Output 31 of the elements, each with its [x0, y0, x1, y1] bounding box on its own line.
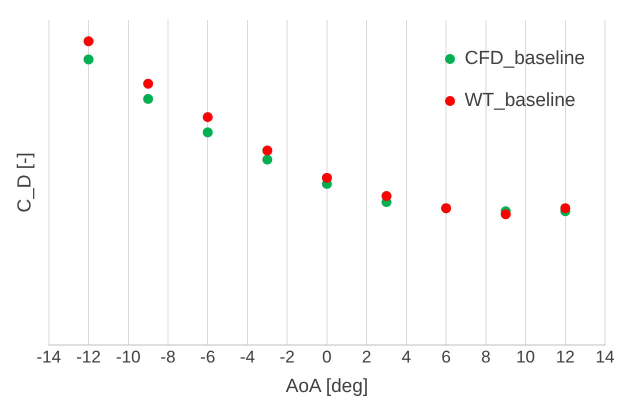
point — [560, 203, 570, 214]
legend-label: CFD_baseline — [464, 48, 585, 70]
x-tick-label: -2 — [280, 348, 295, 367]
point — [202, 112, 213, 122]
point — [262, 154, 272, 165]
point — [500, 209, 511, 220]
x-axis-title: AoA [deg] — [286, 376, 368, 397]
point — [143, 94, 154, 104]
point — [84, 36, 94, 46]
point — [322, 172, 332, 183]
x-tick-label: -12 — [76, 348, 101, 367]
x-tick-label: 12 — [556, 348, 575, 367]
point — [143, 78, 154, 89]
x-tick-label: -8 — [160, 348, 176, 367]
point — [202, 127, 213, 138]
point — [262, 146, 272, 156]
x-tick-label: 14 — [596, 348, 614, 367]
x-tick-label: -10 — [116, 348, 141, 367]
x-tick-label: -4 — [240, 348, 256, 367]
x-tick-label: 4 — [402, 348, 412, 367]
legend-label: WT_baseline — [464, 90, 576, 112]
point — [381, 191, 392, 202]
x-tick-label: 0 — [322, 348, 332, 367]
x-tick-label: 8 — [481, 348, 491, 367]
x-tick-label: -6 — [200, 348, 216, 367]
point — [84, 54, 94, 64]
x-tick-label: 2 — [362, 348, 372, 367]
x-tick-label: 10 — [516, 348, 536, 367]
x-tick-label: -14 — [36, 348, 62, 367]
x-tick-label: 6 — [441, 348, 451, 367]
y-axis-title: C_D [-] — [14, 152, 36, 212]
